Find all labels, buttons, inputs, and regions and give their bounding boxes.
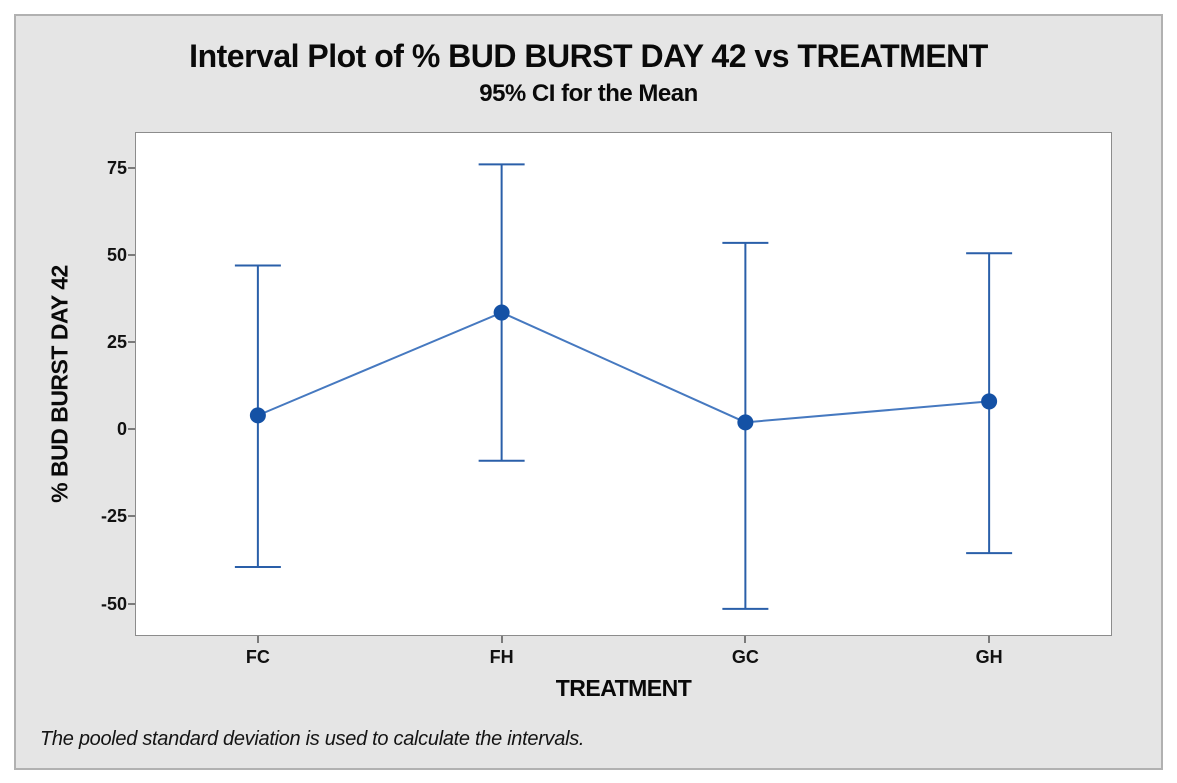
chart-title: Interval Plot of % BUD BURST DAY 42 vs T… <box>189 38 988 74</box>
x-tick-label-FH: FH <box>489 647 514 667</box>
x-tick-mark-FH <box>500 636 503 643</box>
y-tick-mark--50 <box>128 602 135 605</box>
x-tick-label-FC: FC <box>245 647 270 667</box>
y-tick-mark-25 <box>128 341 135 344</box>
x-tick-mark-GC <box>744 636 747 643</box>
y-tick-mark-75 <box>128 166 135 169</box>
mean-marker-FH <box>493 304 510 321</box>
y-tick-label-50: 50 <box>106 245 127 265</box>
x-tick-label-GH: GH <box>975 647 1003 667</box>
y-tick-mark-0 <box>128 428 135 431</box>
mean-marker-FC <box>249 407 266 424</box>
x-axis-title: TREATMENT <box>555 675 692 701</box>
pooled-sd-footnote: The pooled standard deviation is used to… <box>40 728 585 750</box>
x-tick-mark-GH <box>988 636 991 643</box>
y-tick-label-25: 25 <box>106 332 127 353</box>
interval-plot-figure: Interval Plot of % BUD BURST DAY 42 vs T… <box>14 14 1163 770</box>
x-tick-label-GC: GC <box>731 647 759 667</box>
plot-area <box>135 132 1112 636</box>
y-tick-label-75: 75 <box>106 157 127 178</box>
y-tick-mark--25 <box>128 515 135 518</box>
chart-subtitle: 95% CI for the Mean <box>479 80 698 107</box>
y-axis-title: % BUD BURST DAY 42 <box>46 265 73 503</box>
interval-plot-svg <box>234 163 1013 610</box>
y-tick-mark-50 <box>128 254 135 256</box>
y-tick-label--50: -50 <box>100 593 127 614</box>
y-tick-label-0: 0 <box>116 419 127 440</box>
mean-marker-GC <box>737 414 754 431</box>
mean-connector-line <box>257 311 990 424</box>
y-tick-label--25: -25 <box>100 506 127 527</box>
x-tick-mark-FC <box>256 636 259 643</box>
mean-marker-GH <box>981 393 998 410</box>
